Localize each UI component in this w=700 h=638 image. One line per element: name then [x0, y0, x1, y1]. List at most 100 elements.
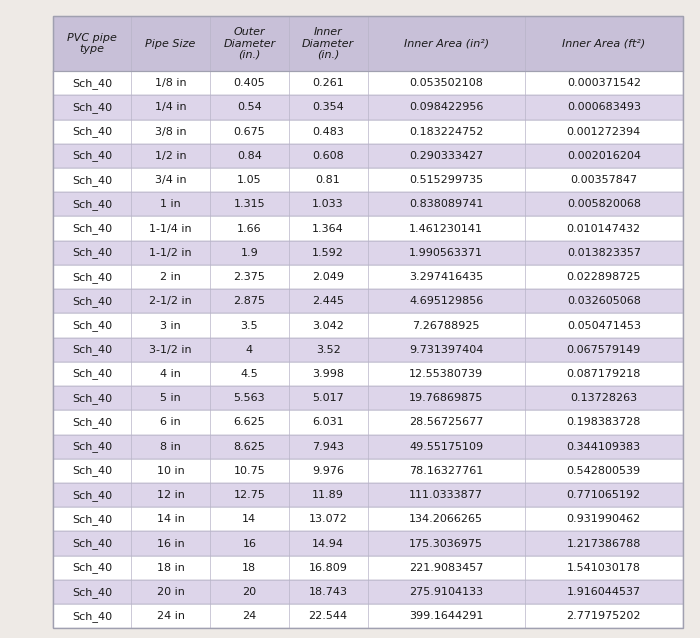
Text: 14 in: 14 in: [157, 514, 185, 524]
Bar: [52, 338, 682, 362]
Text: Sch_40: Sch_40: [72, 272, 112, 283]
Text: 6.031: 6.031: [312, 417, 344, 427]
Text: 0.290333427: 0.290333427: [409, 151, 484, 161]
Text: 4: 4: [246, 345, 253, 355]
Text: 1/4 in: 1/4 in: [155, 103, 186, 112]
Bar: [52, 95, 682, 119]
Text: 0.81: 0.81: [316, 175, 340, 185]
Bar: [52, 507, 682, 531]
Bar: [52, 531, 682, 556]
Bar: [52, 16, 682, 71]
Bar: [52, 119, 682, 144]
Text: 28.56725677: 28.56725677: [409, 417, 484, 427]
Text: Sch_40: Sch_40: [72, 393, 112, 404]
Text: 12.55380739: 12.55380739: [410, 369, 483, 379]
Text: 6.625: 6.625: [234, 417, 265, 427]
Text: Sch_40: Sch_40: [72, 151, 112, 161]
Text: 0.198383728: 0.198383728: [566, 417, 641, 427]
Text: Sch_40: Sch_40: [72, 175, 112, 186]
Text: 0.022898725: 0.022898725: [566, 272, 641, 282]
Text: 0.84: 0.84: [237, 151, 262, 161]
Text: 6 in: 6 in: [160, 417, 181, 427]
Text: 2.375: 2.375: [233, 272, 265, 282]
Text: 3.52: 3.52: [316, 345, 340, 355]
Text: Inner Area (ft²): Inner Area (ft²): [562, 38, 645, 48]
Text: 0.053502108: 0.053502108: [410, 78, 483, 88]
Text: Sch_40: Sch_40: [72, 320, 112, 331]
Text: 12.75: 12.75: [233, 490, 265, 500]
Text: 2.445: 2.445: [312, 296, 344, 306]
Text: 0.002016204: 0.002016204: [567, 151, 640, 161]
Text: 3.297416435: 3.297416435: [409, 272, 484, 282]
Text: Sch_40: Sch_40: [72, 296, 112, 307]
Text: 16 in: 16 in: [157, 538, 185, 549]
Text: Sch_40: Sch_40: [72, 490, 112, 501]
Text: Outer
Diameter
(in.): Outer Diameter (in.): [223, 27, 276, 60]
Text: 0.050471453: 0.050471453: [567, 320, 640, 330]
Text: 0.067579149: 0.067579149: [566, 345, 641, 355]
Bar: [52, 168, 682, 192]
Text: Sch_40: Sch_40: [72, 417, 112, 428]
Text: 1.990563371: 1.990563371: [410, 248, 483, 258]
Text: 0.542800539: 0.542800539: [567, 466, 640, 476]
Text: Sch_40: Sch_40: [72, 466, 112, 477]
Text: Inner Area (in²): Inner Area (in²): [404, 38, 489, 48]
Text: 3/8 in: 3/8 in: [155, 127, 186, 137]
Text: 0.608: 0.608: [312, 151, 344, 161]
Text: 175.3036975: 175.3036975: [410, 538, 483, 549]
Text: Sch_40: Sch_40: [72, 102, 112, 113]
Text: 3.998: 3.998: [312, 369, 344, 379]
Text: PVC pipe
type: PVC pipe type: [67, 33, 117, 54]
Bar: [52, 459, 682, 483]
Text: 0.001272394: 0.001272394: [566, 127, 641, 137]
Text: 0.483: 0.483: [312, 127, 344, 137]
Text: 18 in: 18 in: [157, 563, 185, 573]
Text: 2.771975202: 2.771975202: [566, 611, 641, 621]
Text: 9.976: 9.976: [312, 466, 344, 476]
Text: 1.033: 1.033: [312, 199, 344, 209]
Text: 1.66: 1.66: [237, 223, 262, 234]
Text: 0.00357847: 0.00357847: [570, 175, 637, 185]
Text: 0.098422956: 0.098422956: [409, 103, 484, 112]
Text: Inner
Diameter
(in.): Inner Diameter (in.): [302, 27, 354, 60]
Text: 24 in: 24 in: [157, 611, 185, 621]
Text: Sch_40: Sch_40: [72, 126, 112, 137]
Text: 275.9104133: 275.9104133: [410, 587, 483, 597]
Text: Sch_40: Sch_40: [72, 78, 112, 89]
Text: 22.544: 22.544: [309, 611, 348, 621]
Text: 12 in: 12 in: [157, 490, 185, 500]
Text: 0.013823357: 0.013823357: [567, 248, 640, 258]
Text: Sch_40: Sch_40: [72, 248, 112, 258]
Text: 10 in: 10 in: [157, 466, 185, 476]
Text: Sch_40: Sch_40: [72, 514, 112, 525]
Text: 5.563: 5.563: [234, 393, 265, 403]
Text: Sch_40: Sch_40: [72, 611, 112, 622]
Text: 3 in: 3 in: [160, 320, 181, 330]
Text: 0.087179218: 0.087179218: [566, 369, 641, 379]
Text: 1.05: 1.05: [237, 175, 262, 185]
Text: 0.354: 0.354: [312, 103, 344, 112]
Text: 1.315: 1.315: [234, 199, 265, 209]
Text: Sch_40: Sch_40: [72, 538, 112, 549]
Text: 24: 24: [242, 611, 256, 621]
Bar: [52, 604, 682, 628]
Bar: [52, 580, 682, 604]
Text: 13.072: 13.072: [309, 514, 348, 524]
Text: 0.771065192: 0.771065192: [567, 490, 640, 500]
Text: 0.675: 0.675: [234, 127, 265, 137]
Text: 3.5: 3.5: [241, 320, 258, 330]
Text: 1.916044537: 1.916044537: [567, 587, 640, 597]
Bar: [52, 556, 682, 580]
Text: 10.75: 10.75: [234, 466, 265, 476]
Text: 49.55175109: 49.55175109: [410, 441, 483, 452]
Text: 2-1/2 in: 2-1/2 in: [149, 296, 192, 306]
Text: Sch_40: Sch_40: [72, 369, 112, 380]
Text: Sch_40: Sch_40: [72, 441, 112, 452]
Text: Sch_40: Sch_40: [72, 562, 112, 574]
Text: 2 in: 2 in: [160, 272, 181, 282]
Text: 18: 18: [242, 563, 256, 573]
Text: 1.364: 1.364: [312, 223, 344, 234]
Text: 0.838089741: 0.838089741: [409, 199, 484, 209]
Text: 0.344109383: 0.344109383: [567, 441, 640, 452]
Text: 0.931990462: 0.931990462: [566, 514, 641, 524]
